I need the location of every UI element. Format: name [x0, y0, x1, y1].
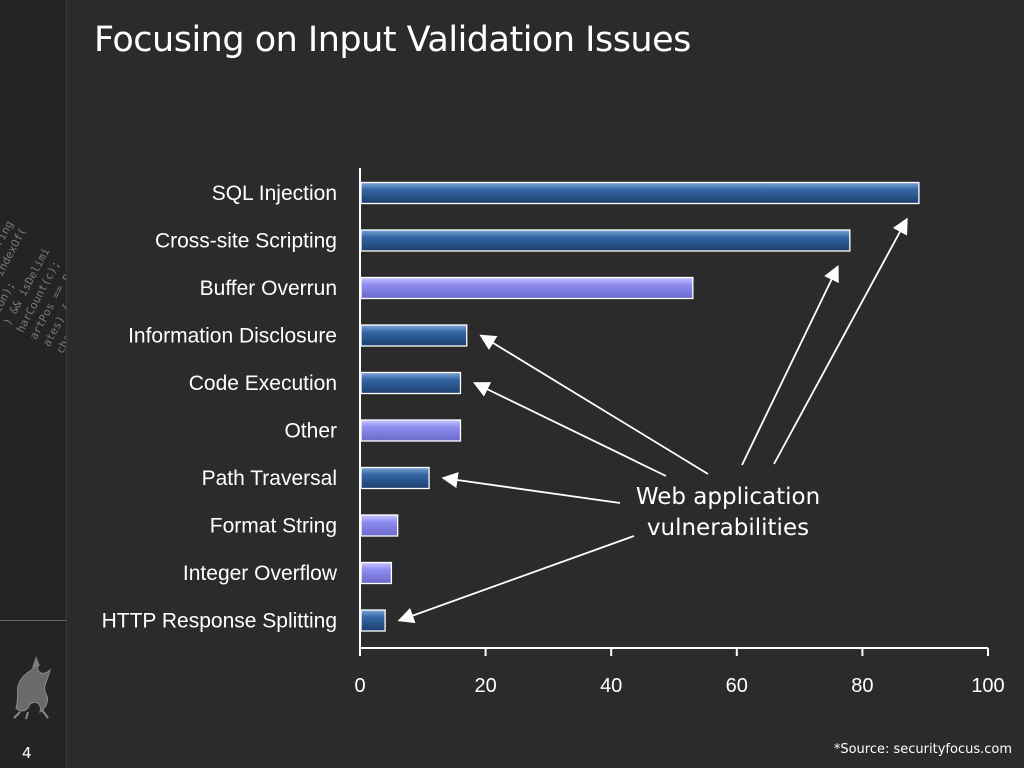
x-tick-label: 40: [600, 675, 622, 697]
category-labels: SQL Injection Cross-site Scripting Buffer …: [102, 182, 338, 633]
callout-line-1: Web application: [635, 484, 821, 510]
callout-arrow: [479, 334, 709, 475]
strip-divider: [0, 620, 66, 621]
callout-text: Web application vulnerabilities: [608, 482, 848, 544]
bars-layer: [360, 181, 920, 632]
callout-arrow: [773, 217, 908, 465]
category-label: Path Traversal: [202, 467, 337, 490]
callout-arrow: [397, 535, 635, 624]
bar-http-response-splitting: [360, 609, 386, 632]
page-number: 4: [22, 744, 32, 762]
bar-information-disclosure: [360, 324, 468, 347]
category-label: Cross-site Scripting: [155, 230, 337, 253]
bar-path-traversal: [360, 466, 430, 490]
slide-title: Focusing on Input Validation Issues: [94, 20, 691, 60]
bar-code-execution: [360, 371, 462, 395]
bar-integer-overflow: [360, 561, 393, 585]
category-label: HTTP Response Splitting: [102, 610, 337, 633]
category-label: Code Execution: [189, 372, 337, 395]
category-label: Format String: [210, 515, 337, 538]
x-tick-label: 20: [474, 675, 496, 697]
bar-buffer-overrun: [360, 276, 694, 300]
x-tick-label: 0: [354, 675, 365, 697]
category-label: Buffer Overrun: [200, 277, 337, 300]
callout-arrow: [741, 265, 839, 466]
x-tick-label: 100: [971, 675, 1004, 697]
callout-line-2: vulnerabilities: [646, 515, 810, 541]
bar-format-string: [360, 514, 399, 537]
category-label: Other: [284, 420, 337, 443]
x-tick-label: 80: [851, 675, 873, 697]
axes: 0 20 40 60 80 100: [354, 168, 1005, 697]
bar-cross-site-scripting: [360, 229, 851, 252]
category-label: Integer Overflow: [183, 562, 338, 585]
bar-sql-injection: [360, 181, 920, 205]
source-note: *Source: securityfocus.com: [833, 742, 1012, 757]
callout-arrow: [473, 382, 667, 477]
bar-other: [360, 419, 462, 442]
callout-arrow: [441, 472, 621, 504]
left-decorative-strip: nLiter, String iters.indexOf( tion); ) &…: [0, 0, 67, 768]
category-label: Information Disclosure: [128, 325, 337, 348]
x-tick-label: 60: [726, 675, 748, 697]
griffin-logo-icon: [13, 656, 51, 720]
callout-arrows: [397, 217, 908, 624]
category-label: SQL Injection: [212, 182, 337, 205]
